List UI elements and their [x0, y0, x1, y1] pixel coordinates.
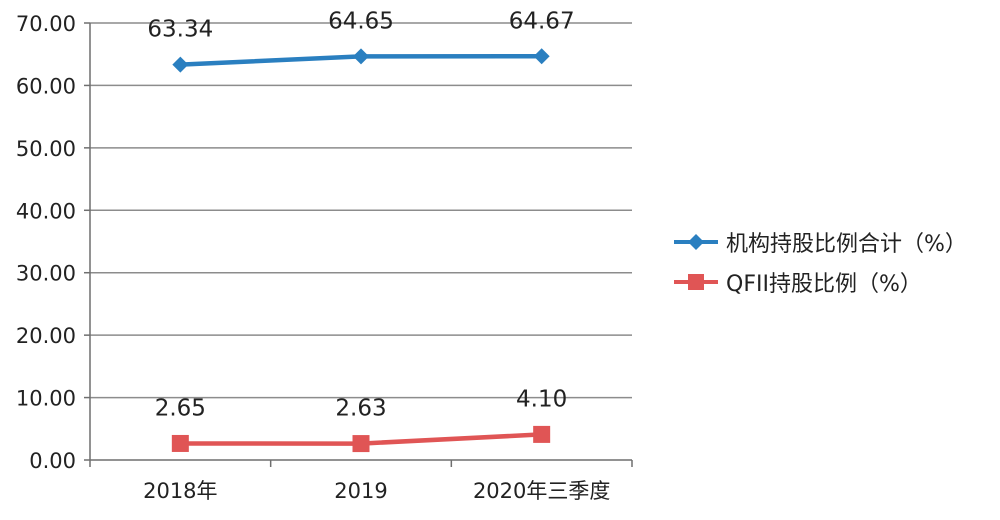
y-tick-label: 10.00: [16, 387, 76, 411]
axes: [84, 22, 633, 467]
legend-item-qfii: QFII持股比例（%）: [672, 262, 967, 302]
x-tick-labels: 2018年 2019 2020年三季度: [143, 479, 610, 503]
data-point-diamond: [353, 48, 369, 65]
y-tick-label: 40.00: [16, 199, 76, 223]
legend-item-institutional: 机构持股比例合计（%）: [672, 222, 967, 262]
data-point-diamond: [172, 56, 189, 73]
y-tick-label: 20.00: [16, 324, 76, 348]
data-point-square: [171, 434, 189, 452]
gridlines: [90, 22, 632, 399]
y-tick-label: 0.00: [29, 449, 76, 473]
legend-key-diamond-icon: [674, 234, 718, 250]
legend-key-square-icon: [674, 274, 718, 290]
x-tick-label: 2019: [334, 479, 387, 503]
data-point-square: [533, 425, 551, 443]
y-tick-label: 30.00: [16, 262, 76, 286]
x-tick-label: 2020年三季度: [473, 479, 610, 503]
data-label: 2.63: [335, 396, 386, 422]
y-tick-label: 60.00: [16, 74, 76, 98]
y-tick-label: 70.00: [16, 12, 76, 36]
y-tick-labels: 0.00 10.00 20.00 30.00 40.00 50.00 60.00 70.00: [16, 12, 76, 473]
legend: 机构持股比例合计（%） QFII持股比例（%）: [672, 222, 967, 302]
data-point-diamond: [533, 48, 550, 65]
legend-label-institutional: 机构持股比例合计（%）: [726, 232, 967, 257]
legend-label-qfii: QFII持股比例（%）: [726, 272, 922, 297]
data-label: 4.10: [516, 386, 567, 412]
data-label: 63.34: [147, 17, 213, 43]
data-label: 64.65: [328, 8, 394, 34]
data-labels: 63.34 64.65 64.67 2.65 2.63 4.10: [147, 8, 574, 421]
series-layer: [171, 48, 551, 453]
data-label: 2.65: [155, 395, 206, 421]
y-tick-label: 50.00: [16, 137, 76, 161]
data-label: 64.67: [509, 8, 575, 34]
data-point-square: [352, 435, 370, 453]
x-tick-label: 2018年: [143, 479, 217, 503]
